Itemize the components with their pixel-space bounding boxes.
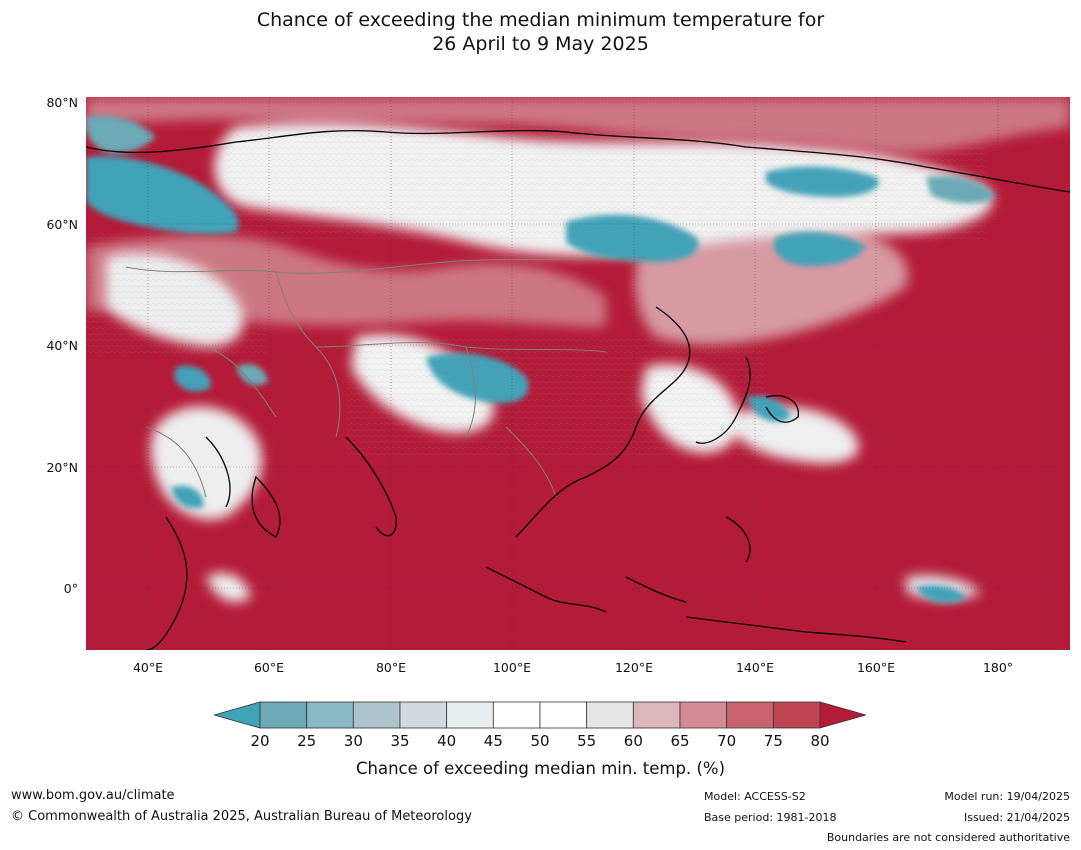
colorbar-segment — [306, 701, 354, 729]
lon-label-60e: 60°E — [253, 660, 285, 675]
lon-label-120e: 120°E — [614, 660, 653, 675]
lon-label-100e: 100°E — [492, 660, 531, 675]
colorbar-tick-label: 30 — [343, 732, 363, 750]
colorbar-tick-label: 50 — [530, 732, 550, 750]
colorbar-segment — [586, 701, 634, 729]
colorbar-segment — [632, 701, 681, 729]
colorbar-tick-label: 65 — [670, 732, 690, 750]
colorbar-segment — [539, 701, 588, 729]
colorbar-label: Chance of exceeding median min. temp. (%… — [355, 759, 726, 778]
colorbar-tick-label: 25 — [297, 732, 317, 750]
colorbar-tick-label: 70 — [717, 732, 737, 750]
colorbar-segment — [352, 701, 401, 729]
colorbar-segment — [679, 701, 728, 729]
lon-label-140e: 140°E — [735, 660, 774, 675]
footer-disclaimer: Boundaries are not considered authoritat… — [826, 831, 1070, 844]
colorbar-segment — [399, 701, 448, 729]
lon-label-40e: 40°E — [132, 660, 164, 675]
contour-texture — [86, 122, 986, 457]
graticule — [86, 97, 1070, 650]
colorbar-segment — [772, 701, 821, 729]
footer-issued: Issued: 21/04/2025 — [963, 811, 1070, 824]
footer-website: www.bom.gov.au/climate — [11, 788, 175, 803]
lat-label-60n: 60°N — [46, 217, 78, 232]
country-borders — [125, 256, 647, 498]
coastlines — [86, 129, 1070, 650]
colorbar — [214, 701, 866, 729]
lon-label-80e: 80°E — [375, 660, 407, 675]
lon-label-180: 180° — [982, 660, 1014, 675]
colorbar-tick-label: 60 — [623, 732, 643, 750]
lat-label-40n: 40°N — [46, 338, 78, 353]
title-line-1: Chance of exceeding the median minimum t… — [256, 9, 825, 31]
lat-label-0: 0° — [63, 581, 78, 596]
colorbar-tick-label: 75 — [763, 732, 783, 750]
footer-model-run: Model run: 19/04/2025 — [944, 790, 1070, 803]
colorbar-segments — [214, 701, 866, 729]
lat-label-80n: 80°N — [46, 95, 78, 110]
lat-label-20n: 20°N — [46, 460, 78, 475]
footer-base-period: Base period: 1981-2018 — [704, 811, 837, 824]
footer-copyright: © Commonwealth of Australia 2025, Austra… — [11, 809, 472, 824]
footer-model: Model: ACCESS-S2 — [704, 790, 806, 803]
lon-label-160e: 160°E — [856, 660, 895, 675]
colorbar-segment — [726, 701, 774, 729]
colorbar-tick-label: 35 — [390, 732, 410, 750]
title-line-2: 26 April to 9 May 2025 — [432, 33, 649, 55]
chart-title: Chance of exceeding the median minimum t… — [0, 8, 1081, 56]
colorbar-segment — [259, 701, 308, 729]
colorbar-extend-high — [819, 701, 866, 729]
colorbar-tick-label: 55 — [577, 732, 597, 750]
colorbar-tick-label: 40 — [437, 732, 457, 750]
map-svg — [86, 97, 1070, 650]
colorbar-tick-label: 20 — [250, 732, 270, 750]
colorbar-tick-label: 80 — [810, 732, 830, 750]
colorbar-segment — [492, 701, 541, 729]
colorbar-extend-low — [214, 701, 261, 729]
forecast-map — [86, 97, 1070, 650]
colorbar-tick-label: 45 — [483, 732, 503, 750]
colorbar-segment — [446, 701, 494, 729]
